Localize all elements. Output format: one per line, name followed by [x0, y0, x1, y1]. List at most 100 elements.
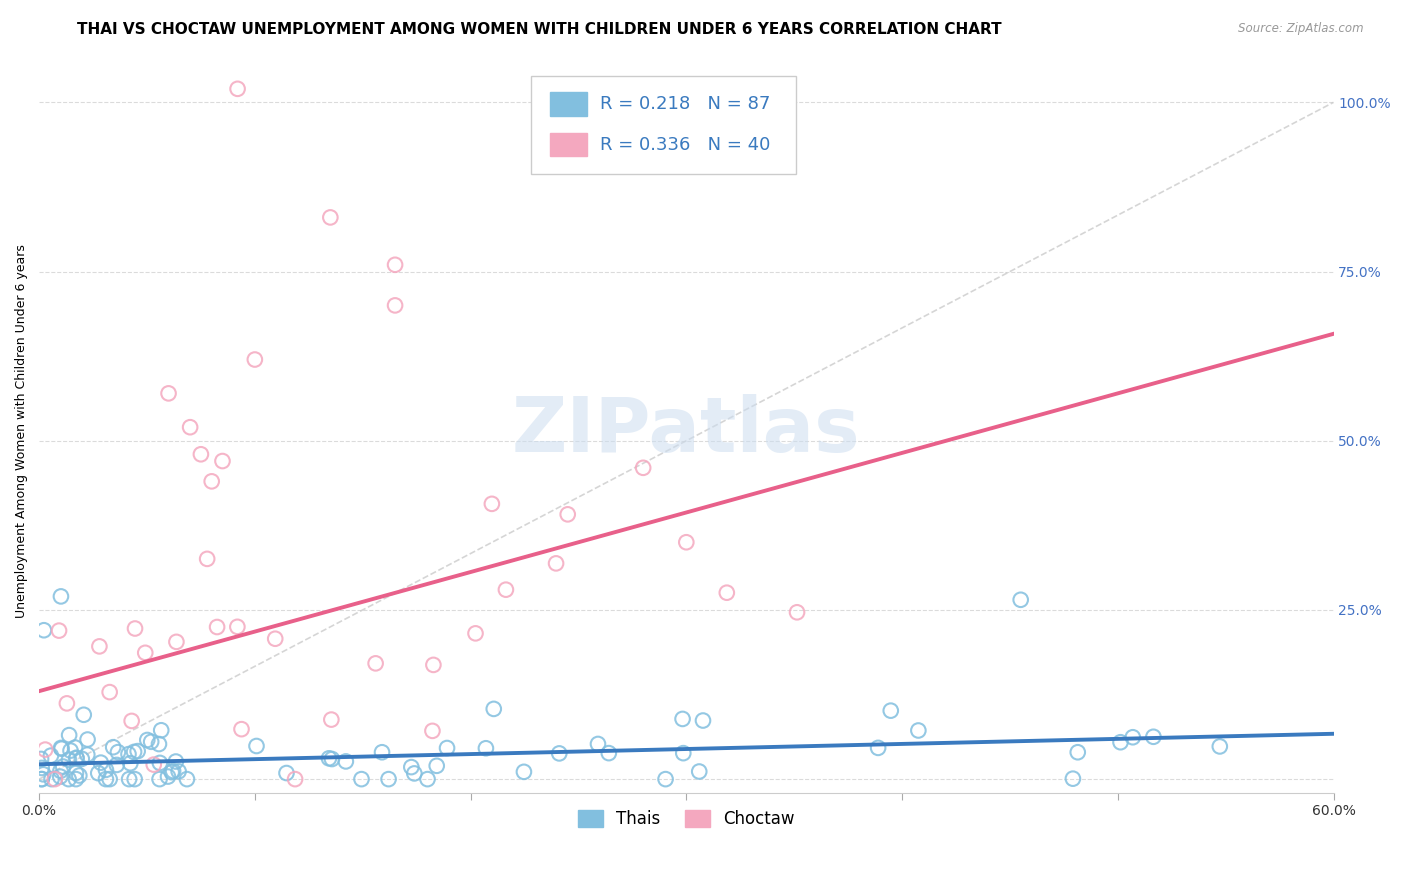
Point [544, 557, 567, 571]
Point [136, 733, 159, 747]
Point [48, 624, 70, 638]
Point [31, 772, 53, 786]
Point [89, 640, 111, 654]
Point [117, 747, 139, 761]
Point [65, 772, 87, 786]
Point [94, 763, 117, 777]
Point [631, 460, 654, 475]
Point [264, 632, 287, 646]
Point [142, 757, 165, 772]
Point [121, 714, 143, 728]
Point [436, 741, 458, 756]
Point [548, 747, 571, 761]
Point [90, 756, 112, 770]
Point [58, 772, 80, 786]
Point [1062, 772, 1084, 786]
Point [364, 657, 387, 671]
Point [176, 772, 198, 786]
Point [59, 744, 82, 758]
Point [63, 740, 86, 755]
Point [148, 737, 170, 751]
Point [426, 759, 449, 773]
Point [688, 764, 710, 779]
Point [32, 624, 55, 638]
Point [335, 755, 357, 769]
Point [32, 767, 55, 781]
Point [134, 646, 156, 660]
Point [377, 772, 399, 786]
Point [692, 714, 714, 728]
Point [672, 746, 695, 760]
Point [513, 764, 536, 779]
Point [205, 620, 228, 634]
Point [1010, 592, 1032, 607]
Point [1142, 730, 1164, 744]
Bar [550, 133, 586, 156]
Point [165, 635, 187, 649]
Point [73, 707, 96, 722]
Point [245, 739, 267, 753]
Point [70, 752, 93, 766]
Point [65, 766, 87, 780]
Point [321, 752, 343, 766]
Point [87, 766, 110, 780]
Point [716, 585, 738, 599]
Point [464, 626, 486, 640]
Point [76, 747, 98, 762]
Point [671, 712, 693, 726]
Point [149, 756, 172, 770]
Point [276, 766, 298, 780]
Point [321, 713, 343, 727]
Text: ZIPatlas: ZIPatlas [512, 393, 860, 467]
Point [58, 728, 80, 742]
Point [150, 723, 173, 738]
Point [416, 772, 439, 786]
Point [284, 772, 307, 786]
Point [226, 620, 249, 634]
Point [56, 697, 79, 711]
Point [44, 772, 66, 786]
Point [422, 723, 444, 738]
Point [98, 685, 121, 699]
Point [49, 770, 72, 784]
Point [124, 622, 146, 636]
Point [156, 770, 179, 784]
Point [94, 772, 117, 786]
Point [49, 590, 72, 604]
Point [67, 768, 90, 782]
Legend: Thais, Choctaw: Thais, Choctaw [571, 804, 801, 835]
Point [318, 751, 340, 765]
Text: R = 0.336   N = 40: R = 0.336 N = 40 [599, 136, 770, 153]
Point [495, 582, 517, 597]
Point [157, 386, 180, 401]
Point [30, 752, 52, 766]
Point [201, 475, 224, 489]
Point [51, 741, 73, 756]
Point [481, 497, 503, 511]
Point [34, 742, 56, 756]
Point [586, 737, 609, 751]
Point [118, 772, 141, 786]
Bar [550, 93, 586, 116]
FancyBboxPatch shape [531, 76, 796, 174]
Point [654, 772, 676, 786]
Point [195, 552, 218, 566]
Point [1209, 739, 1232, 754]
Point [422, 657, 444, 672]
Point [39, 748, 62, 763]
Point [1109, 735, 1132, 749]
Point [243, 352, 266, 367]
Point [179, 420, 201, 434]
Point [1122, 731, 1144, 745]
Point [105, 758, 128, 772]
Point [868, 740, 890, 755]
Point [65, 751, 87, 765]
Point [148, 772, 170, 786]
Point [141, 735, 163, 749]
Point [122, 745, 145, 759]
Point [675, 535, 697, 549]
Y-axis label: Unemployment Among Women with Children Under 6 years: Unemployment Among Women with Children U… [15, 244, 28, 617]
Point [1067, 745, 1090, 759]
Point [384, 258, 406, 272]
Point [120, 756, 142, 771]
